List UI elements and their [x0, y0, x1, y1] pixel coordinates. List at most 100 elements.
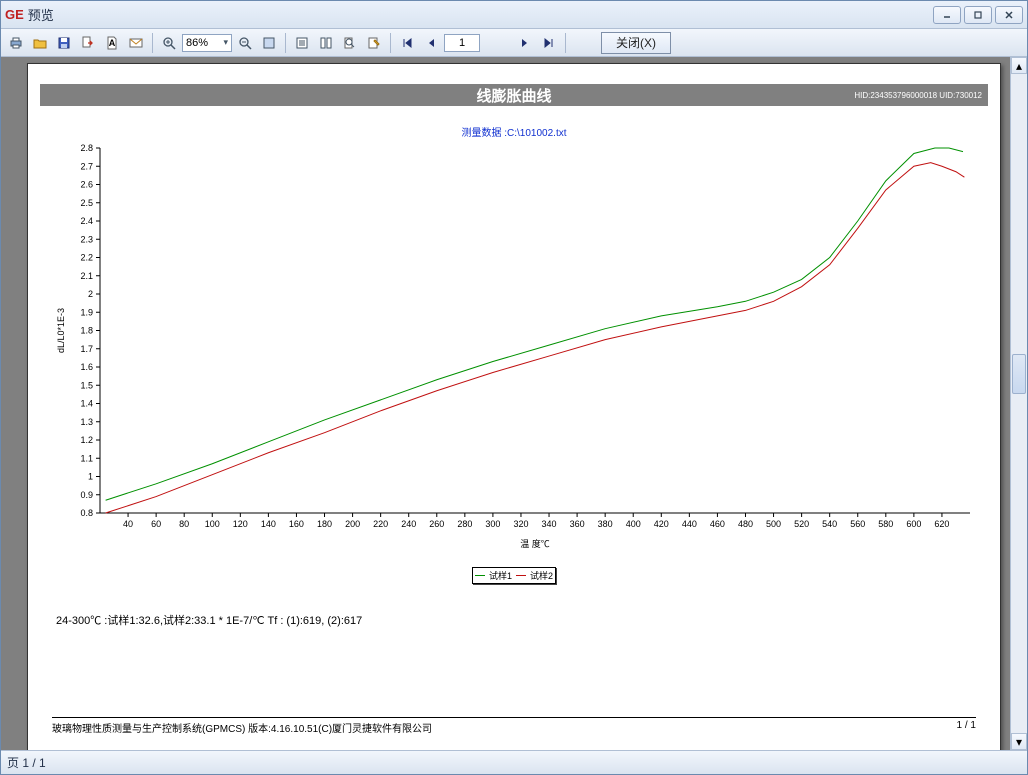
legend-swatch-2	[516, 575, 526, 576]
svg-text:2.4: 2.4	[80, 216, 93, 226]
svg-text:40: 40	[123, 519, 133, 529]
svg-text:60: 60	[151, 519, 161, 529]
export-icon[interactable]	[77, 32, 99, 54]
zoom-in-icon[interactable]	[158, 32, 180, 54]
toolbar-separator	[152, 33, 153, 53]
fit-page-icon[interactable]	[258, 32, 280, 54]
viewport: 线膨胀曲线 HID:234353796000018 UID:730012 测量数…	[1, 57, 1027, 750]
window-buttons	[933, 6, 1023, 24]
legend-label-2: 试样2	[530, 569, 553, 582]
close-preview-button[interactable]: 关闭(X)	[601, 32, 671, 54]
toolbar-separator	[285, 33, 286, 53]
title-band: 线膨胀曲线 HID:234353796000018 UID:730012	[40, 84, 988, 106]
svg-text:2.6: 2.6	[80, 180, 93, 190]
zoom-select[interactable]: 86%	[182, 34, 232, 52]
svg-text:560: 560	[850, 519, 865, 529]
report-title: 线膨胀曲线	[476, 85, 551, 106]
svg-text:2.1: 2.1	[80, 271, 93, 281]
svg-text:160: 160	[289, 519, 304, 529]
thumbnails-icon[interactable]	[315, 32, 337, 54]
svg-text:240: 240	[401, 519, 416, 529]
print-icon[interactable]	[5, 32, 27, 54]
page-footer: 玻璃物理性质测量与生产控制系统(GPMCS) 版本:4.16.10.51(C)厦…	[52, 717, 976, 735]
svg-text:600: 600	[906, 519, 921, 529]
svg-text:2.2: 2.2	[80, 253, 93, 263]
close-label: 关闭(X)	[616, 34, 656, 51]
svg-text:A: A	[109, 38, 116, 48]
svg-text:1.1: 1.1	[80, 453, 93, 463]
last-page-icon[interactable]	[538, 32, 560, 54]
svg-text:360: 360	[570, 519, 585, 529]
svg-text:580: 580	[878, 519, 893, 529]
svg-text:180: 180	[317, 519, 332, 529]
svg-text:1.6: 1.6	[80, 362, 93, 372]
app-logo: GE	[5, 7, 24, 22]
svg-text:260: 260	[429, 519, 444, 529]
svg-text:80: 80	[179, 519, 189, 529]
next-page-icon[interactable]	[514, 32, 536, 54]
edit-icon[interactable]	[363, 32, 385, 54]
email-icon[interactable]	[125, 32, 147, 54]
toolbar-separator	[565, 33, 566, 53]
scroll-track[interactable]	[1011, 74, 1027, 733]
svg-text:2.8: 2.8	[80, 143, 93, 153]
svg-text:440: 440	[682, 519, 697, 529]
zoom-value: 86%	[186, 37, 208, 49]
report-page: 线膨胀曲线 HID:234353796000018 UID:730012 测量数…	[27, 63, 1001, 750]
svg-text:480: 480	[738, 519, 753, 529]
svg-text:1.5: 1.5	[80, 380, 93, 390]
svg-text:1.9: 1.9	[80, 307, 93, 317]
close-button[interactable]	[995, 6, 1023, 24]
svg-text:0.9: 0.9	[80, 490, 93, 500]
first-page-icon[interactable]	[396, 32, 418, 54]
svg-text:140: 140	[261, 519, 276, 529]
pdf-icon[interactable]: A	[101, 32, 123, 54]
app-window: GE 预览 A 86% 关闭(X)	[0, 0, 1028, 775]
svg-text:2: 2	[88, 289, 93, 299]
page-input[interactable]	[444, 34, 480, 52]
open-icon[interactable]	[29, 32, 51, 54]
save-icon[interactable]	[53, 32, 75, 54]
scroll-up-icon[interactable]: ▴	[1011, 57, 1027, 74]
info-line: 24-300℃ :试样1:32.6,试样2:33.1 * 1E-7/℃ Tf :…	[56, 612, 988, 628]
report-meta: HID:234353796000018 UID:730012	[854, 91, 982, 100]
svg-text:220: 220	[373, 519, 388, 529]
footer-right: 1 / 1	[957, 720, 976, 735]
svg-text:1: 1	[88, 472, 93, 482]
bookmark-icon[interactable]	[339, 32, 361, 54]
svg-text:120: 120	[233, 519, 248, 529]
chart-caption: 测量数据 :C:\101002.txt	[40, 124, 988, 139]
svg-text:1.2: 1.2	[80, 435, 93, 445]
legend: 试样1 试样2	[472, 567, 556, 584]
scroll-down-icon[interactable]: ▾	[1011, 733, 1027, 750]
toolbar-separator	[390, 33, 391, 53]
zoom-out-icon[interactable]	[234, 32, 256, 54]
svg-text:620: 620	[934, 519, 949, 529]
scroll-thumb[interactable]	[1012, 354, 1026, 394]
status-page-text: 页 1 / 1	[7, 754, 46, 771]
prev-page-icon[interactable]	[420, 32, 442, 54]
svg-text:200: 200	[345, 519, 360, 529]
svg-text:280: 280	[457, 519, 472, 529]
svg-text:460: 460	[710, 519, 725, 529]
svg-text:温 度℃: 温 度℃	[520, 538, 550, 549]
maximize-button[interactable]	[964, 6, 992, 24]
svg-text:2.7: 2.7	[80, 161, 93, 171]
vertical-scrollbar[interactable]: ▴ ▾	[1010, 57, 1027, 750]
legend-label-1: 试样1	[489, 569, 512, 582]
titlebar: GE 预览	[1, 1, 1027, 29]
svg-text:500: 500	[766, 519, 781, 529]
toolbar: A 86% 关闭(X)	[1, 29, 1027, 57]
minimize-button[interactable]	[933, 6, 961, 24]
legend-swatch-1	[475, 575, 485, 576]
svg-text:420: 420	[654, 519, 669, 529]
svg-text:540: 540	[822, 519, 837, 529]
svg-text:320: 320	[513, 519, 528, 529]
svg-text:1.8: 1.8	[80, 326, 93, 336]
svg-text:300: 300	[485, 519, 500, 529]
svg-text:340: 340	[542, 519, 557, 529]
outline-icon[interactable]	[291, 32, 313, 54]
svg-text:520: 520	[794, 519, 809, 529]
window-title: 预览	[28, 5, 933, 24]
line-chart-svg: 0.80.911.11.21.31.41.51.61.71.81.922.12.…	[50, 143, 980, 553]
